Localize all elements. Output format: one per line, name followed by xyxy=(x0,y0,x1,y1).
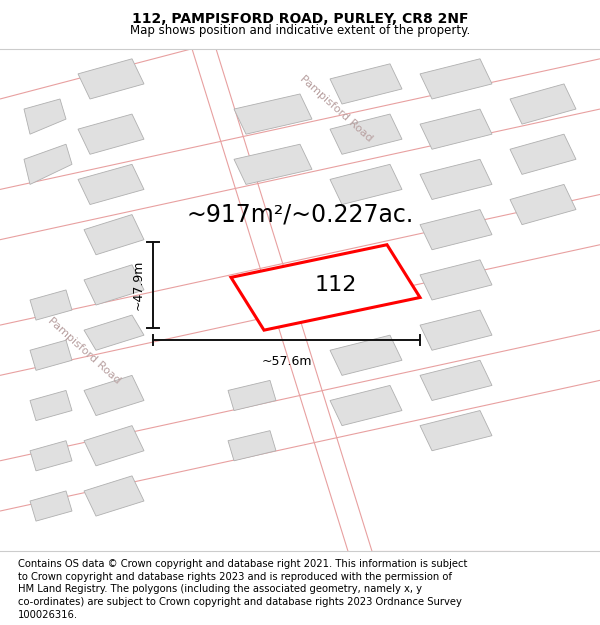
Polygon shape xyxy=(420,209,492,250)
Polygon shape xyxy=(84,315,144,350)
Polygon shape xyxy=(420,109,492,149)
Polygon shape xyxy=(78,59,144,99)
Text: 112: 112 xyxy=(315,275,357,295)
Text: to Crown copyright and database rights 2023 and is reproduced with the permissio: to Crown copyright and database rights 2… xyxy=(18,571,452,581)
Polygon shape xyxy=(78,114,144,154)
Polygon shape xyxy=(228,381,276,411)
Polygon shape xyxy=(84,376,144,416)
Polygon shape xyxy=(84,214,144,255)
Polygon shape xyxy=(420,310,492,350)
Text: Pampisford Road: Pampisford Road xyxy=(46,315,122,385)
Polygon shape xyxy=(420,411,492,451)
Polygon shape xyxy=(24,144,72,184)
Text: ~57.6m: ~57.6m xyxy=(261,355,312,368)
Polygon shape xyxy=(330,335,402,376)
Text: Map shows position and indicative extent of the property.: Map shows position and indicative extent… xyxy=(130,24,470,36)
Polygon shape xyxy=(510,184,576,224)
Text: co-ordinates) are subject to Crown copyright and database rights 2023 Ordnance S: co-ordinates) are subject to Crown copyr… xyxy=(18,598,462,608)
Polygon shape xyxy=(30,340,72,371)
Text: ~917m²/~0.227ac.: ~917m²/~0.227ac. xyxy=(187,202,413,227)
Text: ~47.9m: ~47.9m xyxy=(131,260,145,310)
Text: Pampisford Road: Pampisford Road xyxy=(298,74,374,144)
Text: Contains OS data © Crown copyright and database right 2021. This information is : Contains OS data © Crown copyright and d… xyxy=(18,559,467,569)
Polygon shape xyxy=(420,159,492,199)
Polygon shape xyxy=(231,245,420,330)
Polygon shape xyxy=(330,64,402,104)
Polygon shape xyxy=(330,164,402,204)
Polygon shape xyxy=(30,391,72,421)
Polygon shape xyxy=(420,260,492,300)
Polygon shape xyxy=(78,164,144,204)
Text: 100026316.: 100026316. xyxy=(18,610,78,620)
Polygon shape xyxy=(228,431,276,461)
Polygon shape xyxy=(24,99,66,134)
Polygon shape xyxy=(420,360,492,401)
Polygon shape xyxy=(84,426,144,466)
Polygon shape xyxy=(234,144,312,184)
Text: HM Land Registry. The polygons (including the associated geometry, namely x, y: HM Land Registry. The polygons (includin… xyxy=(18,584,422,594)
Polygon shape xyxy=(30,290,72,320)
Polygon shape xyxy=(30,491,72,521)
Polygon shape xyxy=(420,59,492,99)
Polygon shape xyxy=(330,386,402,426)
Polygon shape xyxy=(510,134,576,174)
Polygon shape xyxy=(84,476,144,516)
Polygon shape xyxy=(330,114,402,154)
Polygon shape xyxy=(510,84,576,124)
Text: 112, PAMPISFORD ROAD, PURLEY, CR8 2NF: 112, PAMPISFORD ROAD, PURLEY, CR8 2NF xyxy=(132,12,468,26)
Polygon shape xyxy=(30,441,72,471)
Polygon shape xyxy=(234,94,312,134)
Polygon shape xyxy=(84,265,144,305)
